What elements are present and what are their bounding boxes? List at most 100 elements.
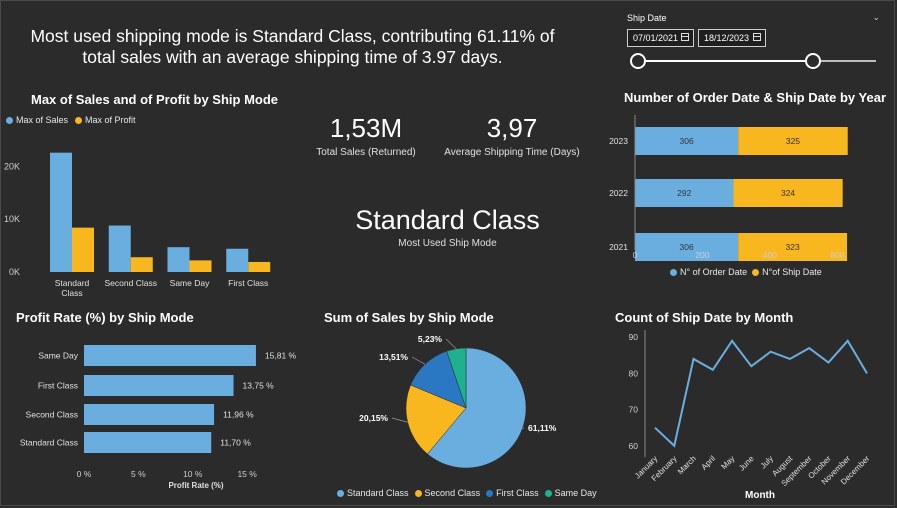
- legend-dot: [544, 489, 552, 497]
- kpi-total-sales-label: Total Sales (Returned): [316, 147, 416, 158]
- legend-label: First Class: [496, 488, 539, 498]
- y-tick-label: 80: [629, 368, 639, 378]
- leader-line: [411, 356, 426, 365]
- legend-label: Standard Class: [347, 488, 409, 498]
- bar-order-date: [635, 127, 739, 155]
- bar-profit: [130, 257, 153, 272]
- bar-profit-rate: [84, 432, 212, 453]
- x-tick-label: Class: [61, 288, 82, 298]
- leader-line: [391, 417, 408, 423]
- x-tick-label: First Class: [228, 278, 268, 288]
- legend-label: Same Day: [554, 488, 597, 498]
- end-date-input[interactable]: 18/12/2023: [698, 29, 766, 47]
- chart-title-order-ship-by-year: Number of Order Date & Ship Date by Year: [624, 90, 886, 105]
- line-series: [654, 339, 868, 448]
- legend-label-profit: Max of Profit: [85, 115, 136, 125]
- chart-title-profit-rate: Profit Rate (%) by Ship Mode: [16, 310, 194, 325]
- data-label: 13,51%: [379, 352, 408, 362]
- legend-dot-ship: [752, 268, 760, 276]
- data-label: 11,70 %: [220, 438, 251, 448]
- y-tick-label: 20K: [4, 161, 20, 171]
- legend-label-ship: N°of Ship Date: [762, 267, 822, 277]
- date-slider-end-handle[interactable]: [805, 53, 821, 69]
- x-tick-label: June: [737, 454, 756, 473]
- y-tick-label: Second Class: [26, 410, 78, 420]
- date-slider-start-handle[interactable]: [630, 53, 646, 69]
- x-tick-label: 10 %: [183, 469, 203, 479]
- start-date-input[interactable]: 07/01/2021: [627, 29, 694, 47]
- bar-order-date: [635, 233, 739, 261]
- x-tick-label: Same Day: [170, 278, 210, 288]
- end-date-value: 18/12/2023: [704, 33, 750, 43]
- legend-dot: [414, 489, 422, 497]
- kpi-ship-mode-value: Standard Class: [355, 205, 540, 235]
- bar-ship-date: [738, 127, 848, 155]
- data-label: 13,75 %: [243, 381, 275, 391]
- leader-line: [445, 338, 457, 350]
- bar-sales: [167, 247, 190, 272]
- y-tick-label: Standard Class: [20, 438, 78, 448]
- slicer-label: Ship Date: [627, 13, 667, 23]
- axis-title-month: Month: [745, 490, 775, 501]
- x-tick-label: April: [700, 454, 718, 472]
- bar-profit: [248, 261, 271, 272]
- bar-sales: [226, 248, 249, 272]
- chevron-down-icon[interactable]: ⌄: [872, 12, 880, 22]
- y-tick-label: 70: [629, 405, 639, 415]
- chart-title-ship-by-month: Count of Ship Date by Month: [615, 310, 794, 325]
- legend-dot: [486, 489, 494, 497]
- chart-title-sales-by-mode: Sum of Sales by Ship Mode: [324, 310, 494, 325]
- data-label: 20,15%: [359, 413, 388, 423]
- data-label: 15,81 %: [265, 351, 297, 361]
- x-tick-label: 600: [830, 250, 844, 260]
- bar-profit-rate: [84, 404, 215, 425]
- chart-order-ship-by-year: 2023 306 325 2022 292 324 2021 306 323 0 200 400 600: [609, 115, 848, 261]
- x-tick-label: May: [719, 454, 736, 471]
- leader-line: [522, 427, 525, 429]
- legend-dot-profit: [75, 116, 83, 124]
- y-tick-label: 90: [629, 332, 639, 342]
- data-label: 11,96 %: [223, 410, 254, 420]
- data-label: 306: [679, 136, 693, 146]
- data-label: 306: [679, 242, 693, 252]
- calendar-icon[interactable]: [753, 33, 761, 41]
- x-tick-label: 0 %: [77, 469, 92, 479]
- y-tick-label: 0K: [9, 267, 20, 277]
- insight-headline: Most used shipping mode is Standard Clas…: [30, 26, 555, 67]
- data-label: 292: [677, 188, 691, 198]
- data-label: 325: [786, 136, 800, 146]
- x-tick-label: 400: [763, 250, 777, 260]
- kpi-ship-mode-label: Most Used Ship Mode: [398, 238, 497, 249]
- legend-label-sales: Max of Sales: [16, 115, 69, 125]
- pie-slice: [405, 384, 467, 455]
- legend-label: Second Class: [424, 488, 481, 498]
- kpi-total-sales-value: 1,53M: [329, 113, 403, 143]
- bar-profit: [72, 227, 94, 272]
- data-label: 323: [786, 242, 800, 252]
- x-tick-label: 5 %: [131, 469, 146, 479]
- calendar-icon[interactable]: [681, 33, 689, 41]
- legend-order-ship: N° of Order Date N°of Ship Date: [670, 267, 822, 277]
- y-tick-label: 2023: [609, 136, 628, 146]
- data-label: 324: [781, 188, 795, 198]
- x-tick-label: 200: [695, 250, 709, 260]
- data-label: 61,11%: [528, 423, 557, 433]
- legend-sales-by-mode: Standard Class Second Class First Class Sam…: [337, 488, 597, 498]
- start-date-value: 07/01/2021: [633, 33, 679, 43]
- y-tick-label: 2021: [609, 242, 628, 252]
- legend-label-order: N° of Order Date: [680, 267, 748, 277]
- y-tick-label: 10K: [4, 214, 20, 224]
- bar-ship-date: [738, 233, 848, 261]
- chart-profit-rate: Same Day 15,81 % First Class 13,75 % Second …: [20, 345, 297, 490]
- date-slider-range: [638, 60, 814, 62]
- bar-profit: [189, 260, 212, 272]
- x-tick-label: Second Class: [105, 278, 157, 288]
- y-tick-label: First Class: [38, 381, 78, 391]
- bar-profit-rate: [84, 375, 234, 396]
- legend-dot-sales: [6, 116, 13, 124]
- bar-sales: [108, 225, 131, 272]
- ship-date-slicer[interactable]: Ship Date ⌄: [620, 8, 888, 76]
- y-tick-label: Same Day: [38, 351, 78, 361]
